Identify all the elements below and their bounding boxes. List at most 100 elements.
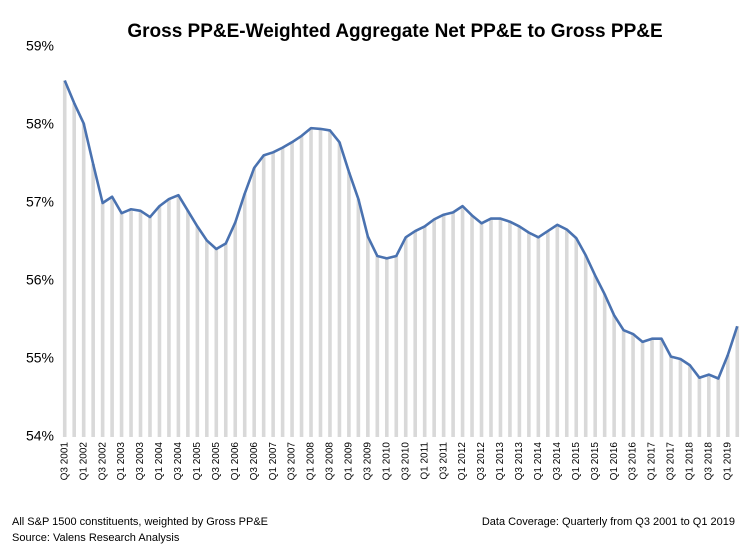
chart-title: Gross PP&E-Weighted Aggregate Net PP&E t…: [127, 21, 662, 42]
drop-bar: [432, 219, 436, 437]
drop-bar: [451, 212, 455, 437]
drop-bar: [403, 237, 408, 437]
x-tick-label: Q3 2015: [590, 442, 601, 481]
x-tick-label: Q1 2019: [722, 442, 733, 481]
drop-bar: [100, 203, 105, 437]
y-tick-label: 59%: [26, 38, 54, 54]
x-tick-label: Q1 2013: [495, 442, 506, 481]
drop-bar: [214, 249, 219, 437]
drop-bar: [384, 258, 389, 437]
y-tick-label: 55%: [26, 350, 54, 366]
drop-bar: [413, 231, 418, 437]
drop-bar: [583, 255, 588, 437]
drop-bar: [119, 213, 124, 437]
drop-bar: [290, 142, 294, 437]
x-tick-label: Q1 2009: [344, 442, 355, 481]
drop-bar: [621, 330, 626, 437]
x-tick-label: Q3 2014: [552, 442, 563, 481]
drop-bar: [593, 275, 597, 437]
x-tick-label: Q3 2008: [325, 442, 336, 481]
drop-bar: [129, 209, 133, 437]
drop-bar: [167, 199, 171, 437]
x-tick-label: Q3 2006: [249, 442, 260, 481]
x-tick-label: Q3 2001: [59, 442, 70, 481]
drop-bar: [280, 147, 285, 437]
x-tick-label: Q1 2018: [685, 442, 696, 481]
x-tick-label: Q1 2006: [230, 442, 241, 481]
drop-bar: [612, 315, 616, 437]
drop-bar: [536, 237, 541, 437]
drop-bar: [309, 128, 313, 437]
x-tick-label: Q3 2010: [400, 442, 411, 481]
x-tick-label: Q3 2012: [476, 442, 487, 481]
drop-bar: [422, 226, 427, 437]
drop-bar: [91, 164, 95, 437]
drop-bar: [479, 223, 484, 437]
footnote: All S&P 1500 constituents, weighted by G…: [12, 516, 268, 528]
y-tick-label: 58%: [26, 116, 54, 132]
x-tick-label: Q3 2011: [438, 442, 449, 480]
x-tick-label: Q3 2016: [628, 442, 639, 481]
drop-bar: [441, 214, 446, 437]
drop-bar: [489, 218, 493, 437]
y-tick-label: 56%: [26, 272, 54, 288]
drop-bar: [517, 226, 522, 437]
drop-bar: [205, 240, 209, 437]
drop-bar: [640, 341, 645, 437]
drop-bar: [527, 232, 531, 437]
x-tick-label: Q3 2002: [97, 442, 108, 481]
drop-bar: [574, 238, 579, 437]
drop-bar: [337, 142, 342, 437]
drop-bar: [394, 256, 399, 437]
drop-bar: [669, 356, 673, 437]
drop-bar: [318, 128, 323, 437]
drop-bar: [72, 103, 77, 437]
x-tick-label: Q1 2003: [116, 442, 127, 481]
drop-bar: [138, 210, 143, 437]
y-tick-label: 57%: [26, 194, 54, 210]
x-tick-label: Q1 2017: [647, 442, 658, 481]
drop-bar: [261, 155, 266, 438]
x-tick-label: Q1 2015: [571, 442, 582, 481]
drop-bar: [347, 171, 351, 438]
drop-bar: [148, 217, 152, 437]
x-tick-label: Q1 2008: [306, 442, 317, 481]
drop-bar: [555, 224, 560, 437]
drop-bar: [508, 221, 512, 437]
drop-bar: [157, 206, 162, 437]
drop-bar: [725, 355, 730, 437]
drop-bar: [299, 135, 304, 438]
x-tick-label: Q1 2004: [154, 442, 165, 481]
drop-bar: [498, 218, 503, 437]
drop-bar: [223, 243, 228, 437]
drop-bar: [62, 80, 67, 437]
drop-bar: [470, 215, 474, 437]
drop-bar: [735, 326, 740, 437]
x-tick-label: Q1 2005: [192, 442, 203, 481]
drop-bar: [176, 195, 181, 437]
x-tick-label: Q3 2018: [703, 442, 714, 481]
drop-bar: [233, 222, 238, 437]
drop-bar: [659, 338, 664, 437]
drop-bar: [602, 294, 607, 437]
drop-bar: [356, 199, 361, 437]
drop-bar: [650, 338, 654, 437]
x-tick-label: Q3 2003: [135, 442, 146, 481]
drop-bar: [110, 196, 114, 437]
drop-bar: [366, 236, 370, 437]
drop-bar: [375, 256, 380, 437]
x-tick-label: Q3 2004: [173, 442, 184, 481]
y-tick-label: 54%: [26, 428, 54, 444]
x-tick-label: Q3 2007: [287, 442, 298, 481]
drop-bar: [186, 210, 190, 437]
x-tick-label: Q1 2014: [533, 442, 544, 481]
drop-bar: [688, 365, 692, 437]
drop-bar: [546, 231, 550, 437]
x-tick-label: Q3 2009: [362, 442, 373, 481]
drop-bar: [460, 206, 465, 437]
drop-bar: [631, 334, 635, 437]
drop-bar: [271, 152, 275, 438]
x-tick-label: Q1 2011: [419, 442, 430, 480]
x-tick-label: Q3 2013: [514, 442, 525, 481]
footnote: Source: Valens Research Analysis: [12, 532, 180, 544]
